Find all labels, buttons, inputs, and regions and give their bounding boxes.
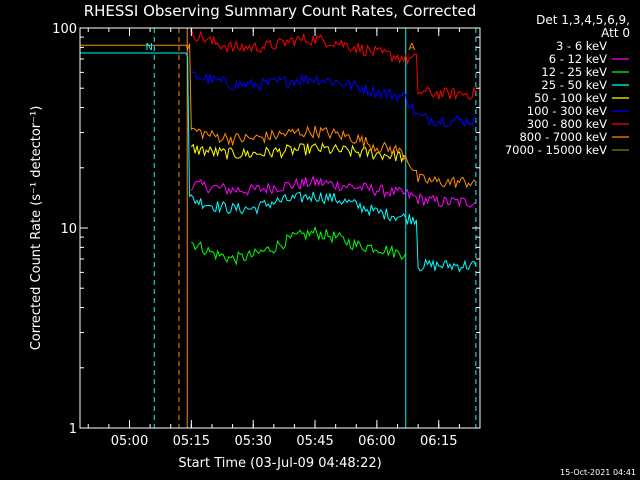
y-tick-label: 1 [69,422,77,437]
legend-label: 50 - 100 keV [534,91,607,105]
legend-title: Det 1,3,4,5,6,9, [536,13,630,27]
legend-label: 100 - 300 keV [527,104,607,118]
x-tick-label: 05:00 [111,434,148,449]
y-tick-label: 100 [52,22,77,37]
x-axis-label: Start Time (03-Jul-09 04:48:22) [178,456,381,471]
annotation-1: A [408,42,415,53]
series-line-0 [190,197,406,234]
x-tick-label: 06:15 [420,434,457,449]
footer-timestamp: 15-Oct-2021 04:41 [560,468,636,477]
series-line-6 [190,28,477,101]
series-line-2 [191,226,407,266]
x-tick-label: 05:45 [296,434,333,449]
legend-label: 300 - 800 keV [527,117,607,131]
x-tick-label: 06:00 [358,434,395,449]
legend-label: 800 - 7000 keV [519,130,607,144]
series-line-7 [80,43,477,189]
legend-label: 7000 - 15000 keV [505,143,607,157]
series-line-1 [190,174,477,208]
legend-subtitle: Att 0 [601,26,630,40]
series-lines [80,28,477,273]
y-tick-label: 10 [60,222,77,237]
x-tick-label: 05:30 [234,434,271,449]
plot-area: 05:00 05:15 05:30 05:45 06:00 06:15 1 10 100 N A [52,22,481,449]
legend-label: 6 - 12 keV [549,52,607,66]
legend-label: 3 - 6 keV [556,39,607,53]
series-line-5 [190,69,477,128]
x-tick-label: 05:15 [173,434,210,449]
y-axis-label: Corrected Count Rate (s⁻¹ detector⁻¹) [29,106,44,351]
annotation-0: N [145,42,152,53]
chart-title: RHESSI Observing Summary Count Rates, Co… [84,2,477,20]
series-line-3 [80,52,477,273]
legend-label: 12 - 25 keV [541,65,607,79]
axes: 05:00 05:15 05:30 05:45 06:00 06:15 1 10 100 N A [52,22,481,449]
legend-label: 25 - 50 keV [541,78,607,92]
series-line-4 [190,142,407,164]
